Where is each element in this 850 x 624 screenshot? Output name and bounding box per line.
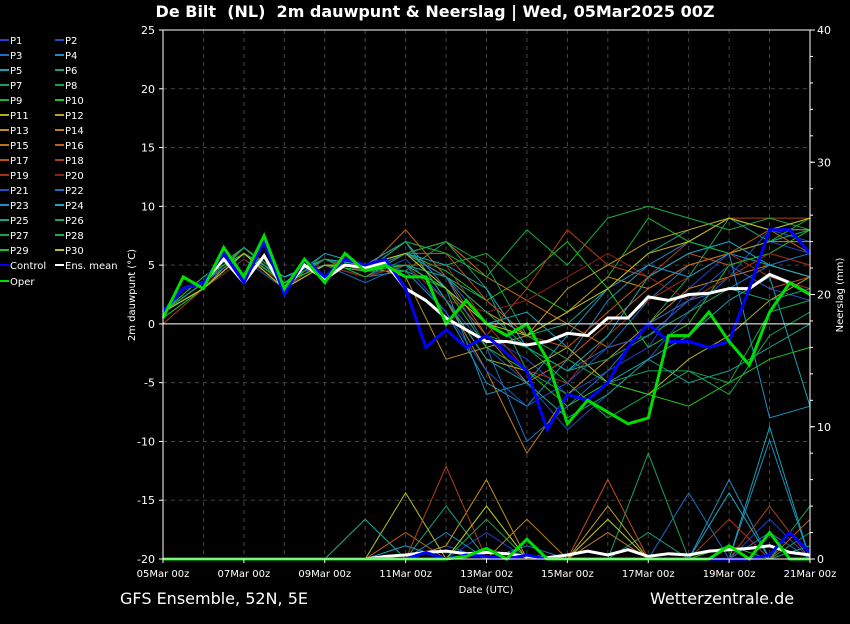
legend-label: P10 <box>65 96 84 107</box>
x-tick-label: 07Mar 00z <box>218 569 271 580</box>
legend-label: P26 <box>65 216 84 227</box>
legend-label: P13 <box>10 126 29 137</box>
y-tick-label: 20 <box>141 83 155 96</box>
legend-label: P15 <box>10 141 29 152</box>
control-dewpoint-line <box>161 228 812 434</box>
legend-label: P25 <box>10 216 29 227</box>
footer-model: GFS Ensemble, 52N, 5E <box>120 589 308 608</box>
legend-label: P24 <box>65 201 84 212</box>
legend-label: P5 <box>10 66 22 77</box>
x-tick-label: 11Mar 00z <box>379 569 432 580</box>
member-dewpoint-line-p26 <box>162 246 811 372</box>
y2-tick-label: 30 <box>817 156 831 169</box>
footer-source: Wetterzentrale.de <box>650 589 794 608</box>
x-tick-label: 09Mar 00z <box>298 569 351 580</box>
y2-tick-label: 0 <box>817 553 824 566</box>
y-tick-label: -10 <box>137 435 155 448</box>
y-axis-label: 2m dauwpunt (°C) <box>127 249 138 341</box>
y2-axis-label: Neerslag (mm) <box>835 257 846 332</box>
y2-tick-label: 40 <box>817 24 831 37</box>
legend-label: P1 <box>10 36 22 47</box>
legend-label: P12 <box>65 111 84 122</box>
y-tick-label: 0 <box>148 318 155 331</box>
legend-label: P16 <box>65 141 84 152</box>
x-axis-label: Date (UTC) <box>459 585 514 596</box>
y-tick-label: -20 <box>137 553 155 566</box>
member-dewpoint-line-p29 <box>162 252 811 407</box>
legend-label: Oper <box>10 277 35 288</box>
y-tick-label: -5 <box>144 377 155 390</box>
legend-label: P11 <box>10 111 29 122</box>
y-tick-label: 10 <box>141 200 155 213</box>
legend: P1 P2 P3 P4 P5 P6 P7 P8 P9 P10 P11 P12 P13 P14 P15 P16 P… <box>0 36 118 288</box>
legend-label: P18 <box>65 156 84 167</box>
x-tick-label: 15Mar 00z <box>541 569 594 580</box>
axes: -20 -15 -10 -5 0 5 10 15 20 25 0 10 20 30 40 05Mar 00z 0… <box>137 24 837 580</box>
y-tick-label: -15 <box>137 494 155 507</box>
legend-label: P2 <box>65 36 77 47</box>
legend-label: P22 <box>65 186 84 197</box>
y-tick-label: 5 <box>148 259 155 272</box>
x-tick-label: 05Mar 00z <box>137 569 190 580</box>
legend-label: P9 <box>10 96 22 107</box>
legend-label: Control <box>10 261 46 272</box>
x-tick-label: 19Mar 00z <box>703 569 756 580</box>
legend-label: P14 <box>65 126 84 137</box>
legend-label: P6 <box>65 66 77 77</box>
legend-label: P3 <box>10 51 22 62</box>
legend-label: P29 <box>10 246 29 257</box>
legend-label: P19 <box>10 171 29 182</box>
x-tick-label: 13Mar 00z <box>460 569 513 580</box>
legend-label: P4 <box>65 51 77 62</box>
y2-tick-label: 10 <box>817 421 831 434</box>
legend-label: P23 <box>10 201 29 212</box>
y-tick-label: 15 <box>141 142 155 155</box>
ens-mean-dewpoint-line <box>161 252 811 347</box>
legend-label: P28 <box>65 231 84 242</box>
x-tick-label: 17Mar 00z <box>622 569 675 580</box>
chart-title: De Bilt (NL) 2m dauwpunt & Neerslag | We… <box>156 2 715 22</box>
legend-label: P21 <box>10 186 29 197</box>
x-tick-label: 21Mar 00z <box>784 569 837 580</box>
y-tick-label: 25 <box>141 24 155 37</box>
legend-label: P20 <box>65 171 84 182</box>
legend-label: P30 <box>65 246 84 257</box>
y2-tick-label: 20 <box>817 289 831 302</box>
legend-label: P27 <box>10 231 29 242</box>
legend-label: P8 <box>65 81 77 92</box>
legend-label: P17 <box>10 156 29 167</box>
legend-label: P7 <box>10 81 22 92</box>
legend-label: Ens. mean <box>65 261 118 272</box>
